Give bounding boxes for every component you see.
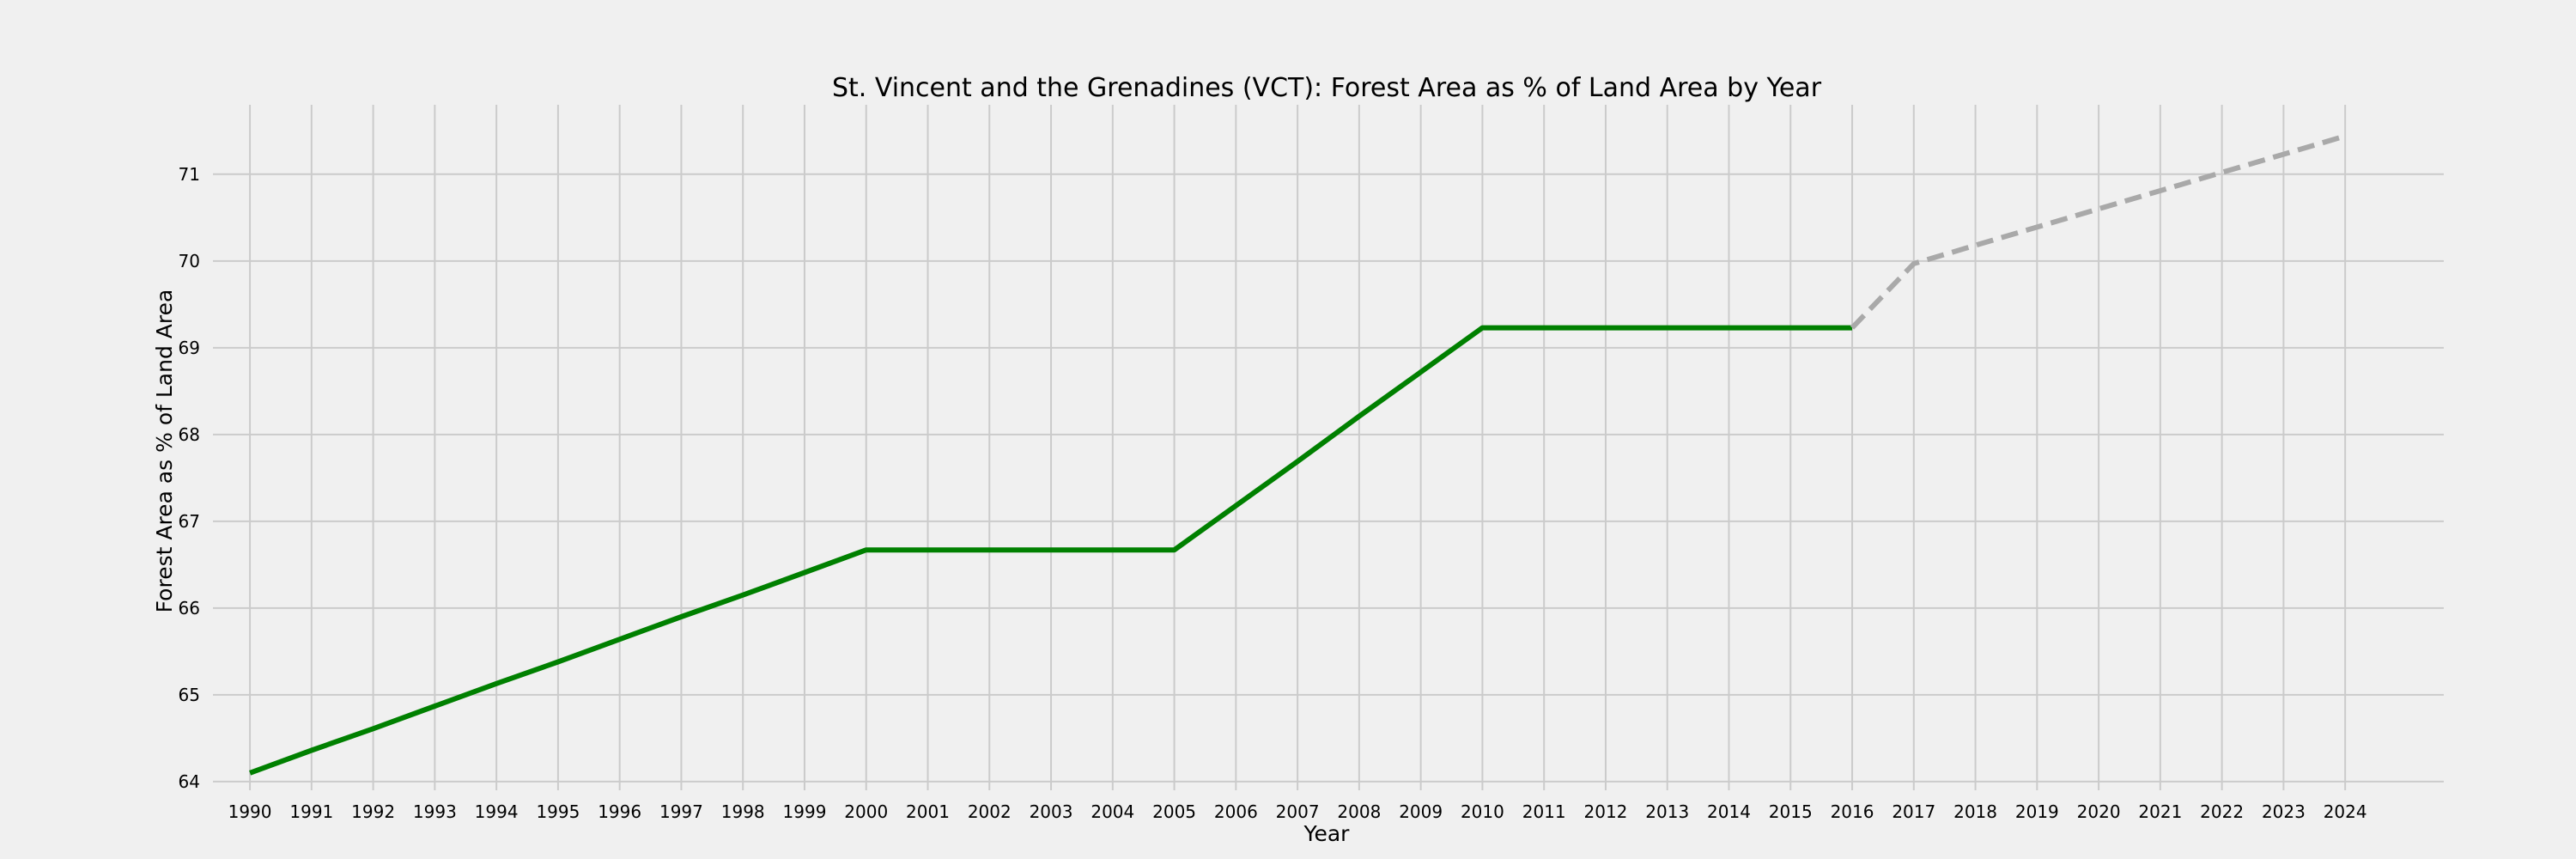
y-tick-label: 71: [179, 164, 200, 185]
x-tick-label: 2020: [2077, 801, 2121, 822]
x-tick-label: 1999: [783, 801, 827, 822]
y-tick-label: 64: [179, 771, 200, 792]
y-tick-label: 65: [179, 685, 200, 705]
x-tick-label: 1990: [228, 801, 272, 822]
y-tick-label: 66: [179, 598, 200, 618]
y-tick-label: 68: [179, 424, 200, 445]
x-tick-label: 2024: [2324, 801, 2367, 822]
x-tick-label: 1994: [475, 801, 519, 822]
x-tick-label: 2004: [1091, 801, 1134, 822]
x-tick-label: 2019: [2015, 801, 2059, 822]
y-tick-labels: 64 65 66 67 68 69 70 71: [179, 164, 200, 792]
x-tick-label: 1996: [598, 801, 641, 822]
x-tick-label: 2001: [906, 801, 950, 822]
x-tick-label: 2016: [1831, 801, 1874, 822]
x-tick-label: 2008: [1337, 801, 1381, 822]
x-tick-labels: 1990 1991 1992 1993 1994 1995 1996 1997 1998 1999…: [228, 801, 2367, 822]
x-tick-label: 2002: [968, 801, 1012, 822]
x-tick-label: 1991: [289, 801, 333, 822]
y-axis-title: Forest Area as % of Land Area: [152, 289, 177, 613]
x-tick-label: 1998: [721, 801, 765, 822]
series-layer: [249, 133, 2347, 776]
y-tick-label: 70: [179, 251, 200, 271]
x-tick-label: 1997: [659, 801, 703, 822]
horizontal-grid-lines: [213, 173, 2444, 783]
y-tick-label: 69: [179, 338, 200, 358]
x-tick-label: 2018: [1953, 801, 1997, 822]
x-tick-label: 1992: [351, 801, 395, 822]
x-tick-label: 2003: [1030, 801, 1073, 822]
x-tick-label: 2021: [2138, 801, 2182, 822]
actual-series-line: [249, 325, 1852, 776]
x-tick-label: 1993: [413, 801, 457, 822]
x-axis-title: Year: [1303, 821, 1351, 846]
x-tick-label: 2000: [844, 801, 888, 822]
x-tick-label: 2005: [1152, 801, 1196, 822]
x-tick-label: 2017: [1892, 801, 1935, 822]
x-tick-label: 2014: [1707, 801, 1751, 822]
x-tick-label: 2006: [1214, 801, 1258, 822]
chart-title: St. Vincent and the Grenadines (VCT): Fo…: [832, 73, 1822, 103]
vertical-grid-lines: [249, 105, 2347, 790]
x-tick-label: 2023: [2262, 801, 2306, 822]
x-tick-label: 1995: [536, 801, 580, 822]
y-tick-label: 67: [179, 511, 200, 532]
x-tick-label: 2009: [1399, 801, 1443, 822]
x-tick-label: 2010: [1461, 801, 1504, 822]
x-tick-label: 2012: [1584, 801, 1628, 822]
projected-series-line: [1850, 133, 2347, 330]
x-tick-label: 2013: [1645, 801, 1689, 822]
x-tick-label: 2022: [2200, 801, 2244, 822]
x-tick-label: 2007: [1276, 801, 1320, 822]
x-tick-label: 2015: [1769, 801, 1813, 822]
x-tick-label: 2011: [1522, 801, 1566, 822]
